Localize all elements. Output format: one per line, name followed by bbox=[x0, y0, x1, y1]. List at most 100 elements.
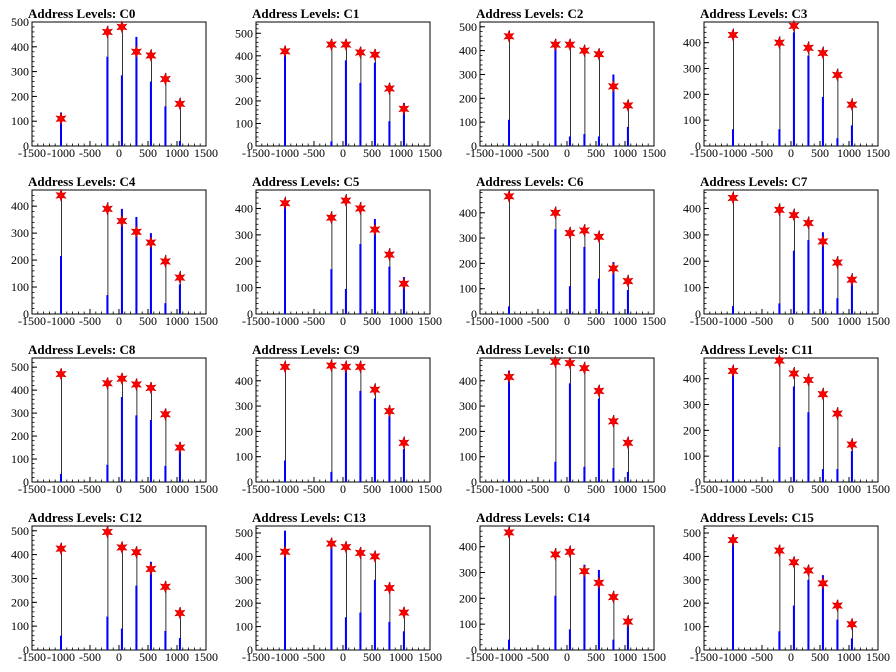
x-tick-label: -1500 bbox=[18, 650, 46, 664]
chart-svg: Address Levels: C11 0 100 200 300 400 -1500 -10… bbox=[683, 342, 890, 496]
x-tick-label: -1000 bbox=[495, 146, 523, 160]
peak-marker bbox=[549, 206, 561, 220]
histogram-bar bbox=[402, 631, 405, 650]
histogram-bar bbox=[568, 383, 571, 482]
y-tick-label: 100 bbox=[235, 620, 253, 634]
histogram-bar bbox=[178, 638, 181, 650]
peak-marker bbox=[116, 20, 128, 34]
y-tick-label: 200 bbox=[11, 429, 29, 443]
chart-title: Address Levels: C9 bbox=[252, 342, 360, 357]
y-tick-label: 300 bbox=[235, 71, 253, 85]
x-tick-label: 0 bbox=[564, 314, 570, 328]
x-tick-label: 0 bbox=[788, 146, 794, 160]
peak-marker bbox=[101, 376, 113, 390]
peak-marker bbox=[55, 112, 67, 126]
chart-title: Address Levels: C15 bbox=[700, 510, 814, 525]
peak-marker bbox=[101, 202, 113, 216]
histogram-bar bbox=[568, 136, 571, 146]
y-tick-label: 300 bbox=[11, 571, 29, 585]
histogram-bar bbox=[330, 471, 333, 482]
chart-panel: Address Levels: C12 0 100 200 300 400 500 -1500… bbox=[0, 504, 224, 672]
peak-marker bbox=[116, 541, 128, 554]
histogram-bar bbox=[164, 630, 167, 650]
histogram-bar bbox=[597, 278, 600, 314]
x-tick-label: -1500 bbox=[466, 314, 494, 328]
y-tick-label: 500 bbox=[683, 526, 701, 540]
peak-marker bbox=[831, 256, 843, 269]
y-tick-label: 100 bbox=[459, 450, 477, 464]
chart-svg: Address Levels: C20100200300400500-1500-… bbox=[459, 6, 666, 160]
peak-marker bbox=[116, 372, 128, 386]
histogram-bar bbox=[612, 262, 615, 314]
chart-svg: Address Levels: C10 0 100 200 300 400 -1500 -10… bbox=[459, 342, 666, 496]
y-tick-label: 500 bbox=[11, 360, 29, 374]
peak-marker bbox=[564, 38, 576, 52]
histogram-bar bbox=[284, 49, 286, 146]
peak-marker bbox=[279, 545, 291, 559]
x-tick-label: -500 bbox=[527, 146, 549, 160]
y-tick-label: 400 bbox=[683, 36, 701, 50]
histogram-bar bbox=[373, 62, 376, 146]
chart-title: Address Levels: C12 bbox=[28, 510, 142, 525]
peak-marker bbox=[369, 383, 381, 397]
histogram-bar bbox=[106, 464, 109, 482]
x-tick-label: 500 bbox=[811, 146, 829, 160]
peak-marker bbox=[503, 189, 515, 203]
x-tick-label: 1500 bbox=[866, 650, 890, 664]
y-tick-label: 300 bbox=[683, 62, 701, 76]
y-tick-label: 500 bbox=[11, 524, 29, 538]
histogram-bar bbox=[373, 398, 376, 482]
histogram-bar bbox=[60, 635, 62, 650]
peak-marker bbox=[831, 599, 843, 612]
y-tick-label: 0 bbox=[23, 475, 29, 489]
y-tick-label: 100 bbox=[683, 449, 701, 463]
y-tick-label: 400 bbox=[459, 540, 477, 554]
x-tick-label: -500 bbox=[79, 650, 101, 664]
x-tick-label: -500 bbox=[79, 314, 101, 328]
peak-marker bbox=[846, 273, 858, 287]
peak-marker bbox=[340, 194, 352, 207]
x-tick-label: 1500 bbox=[418, 650, 442, 664]
x-tick-label: -500 bbox=[527, 650, 549, 664]
y-tick-label: 0 bbox=[23, 643, 29, 657]
y-tick-label: 200 bbox=[11, 89, 29, 103]
histogram-bar bbox=[583, 246, 586, 314]
chart-title: Address Levels: C6 bbox=[476, 174, 584, 189]
peak-marker bbox=[846, 98, 858, 112]
x-tick-label: 0 bbox=[116, 146, 122, 160]
peak-marker bbox=[130, 225, 142, 239]
x-tick-label: -1000 bbox=[495, 314, 523, 328]
y-tick-label: 300 bbox=[459, 67, 477, 81]
chart-title: Address Levels: C1 bbox=[252, 6, 359, 21]
x-tick-label: 1500 bbox=[194, 482, 218, 496]
peak-marker bbox=[549, 38, 561, 52]
histogram-bar bbox=[821, 232, 824, 314]
histogram-bar bbox=[388, 621, 391, 650]
x-tick-label: -500 bbox=[303, 650, 325, 664]
x-tick-label: 500 bbox=[363, 314, 381, 328]
peak-marker bbox=[788, 208, 800, 222]
x-tick-label: -1500 bbox=[690, 146, 718, 160]
peak-marker bbox=[622, 274, 634, 288]
y-tick-label: 200 bbox=[235, 94, 253, 108]
histogram-bar bbox=[135, 36, 138, 146]
x-tick-label: 0 bbox=[116, 482, 122, 496]
peak-marker bbox=[340, 360, 352, 374]
y-tick-label: 200 bbox=[11, 595, 29, 609]
histogram-bar bbox=[284, 460, 286, 482]
histogram-bar bbox=[359, 82, 362, 146]
chart-panel: Address Levels: C9 0 100 200 300 400 -1500 -100… bbox=[224, 336, 448, 504]
y-tick-label: 200 bbox=[683, 423, 701, 437]
histogram-bar bbox=[597, 569, 600, 650]
peak-marker bbox=[398, 436, 410, 450]
chart-svg: Address Levels: C13 0 100 200 300 400 500 -1500… bbox=[235, 510, 442, 664]
peak-marker bbox=[802, 564, 814, 577]
x-tick-label: 1500 bbox=[418, 314, 442, 328]
peak-marker bbox=[159, 407, 171, 421]
x-tick-label: -500 bbox=[303, 146, 325, 160]
y-tick-label: 300 bbox=[235, 573, 253, 587]
x-tick-label: 0 bbox=[116, 314, 122, 328]
peak-marker bbox=[503, 29, 515, 43]
x-tick-label: -500 bbox=[79, 482, 101, 496]
histogram-bar bbox=[149, 233, 152, 314]
